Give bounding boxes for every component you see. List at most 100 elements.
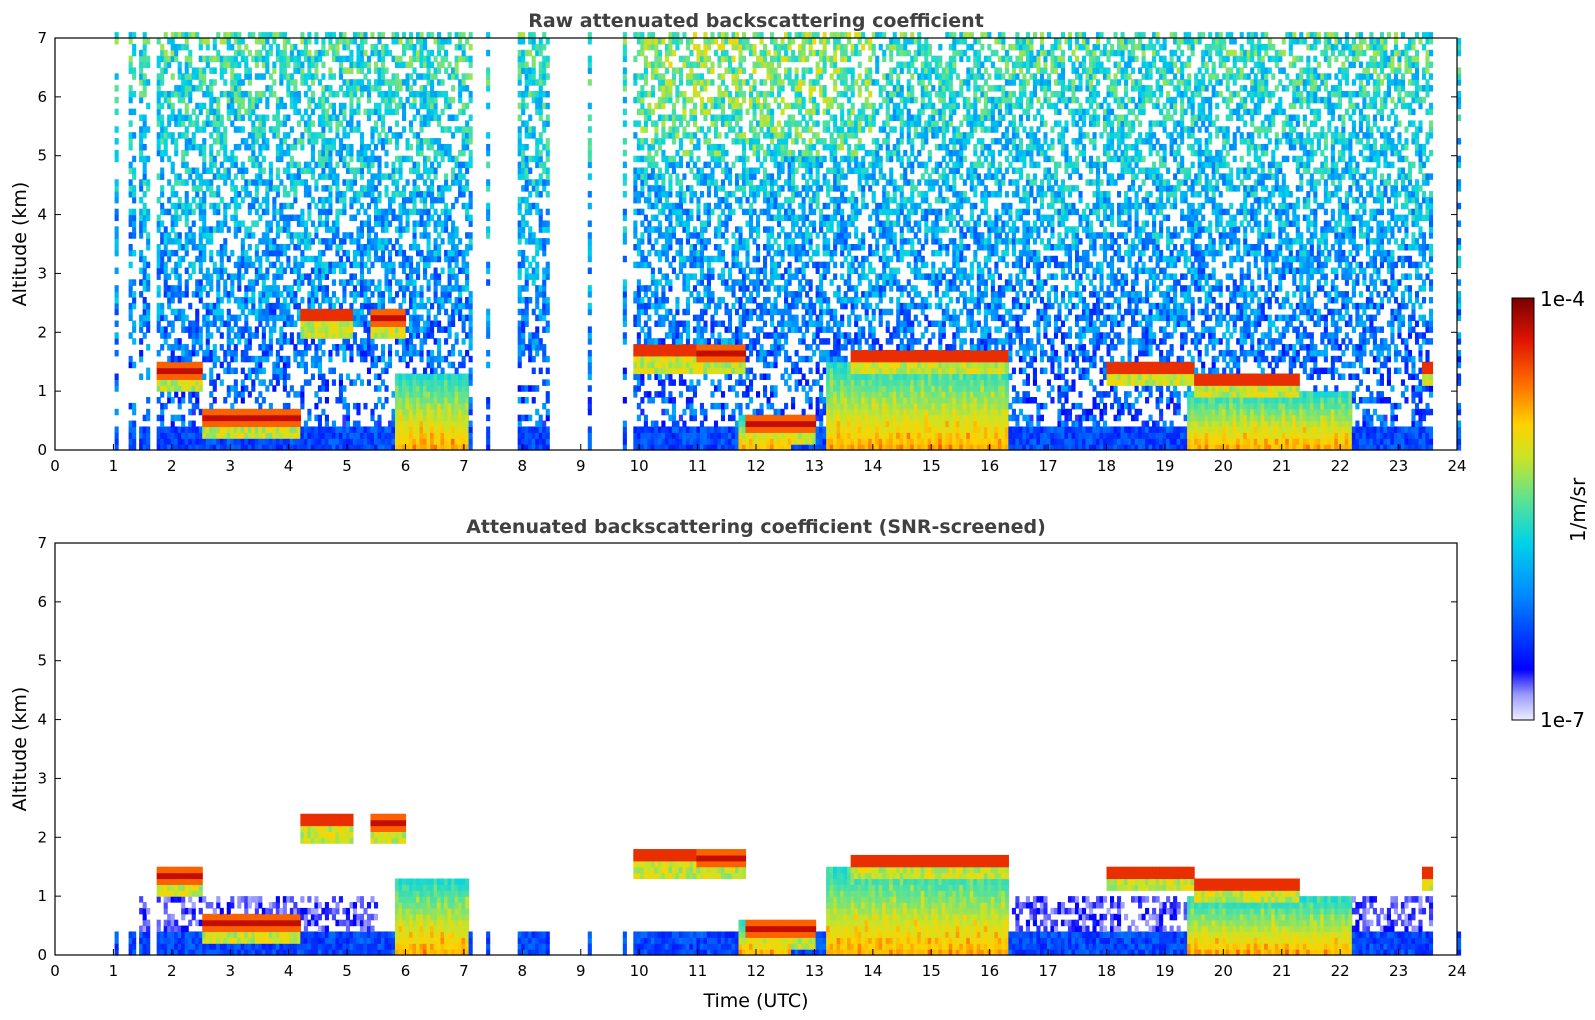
heatmap-cell bbox=[454, 444, 459, 451]
heatmap-cell bbox=[451, 302, 456, 310]
heatmap-cell bbox=[338, 302, 343, 310]
heatmap-cell bbox=[542, 426, 547, 433]
heatmap-cell bbox=[636, 291, 641, 298]
heatmap-cell bbox=[338, 244, 343, 251]
heatmap-cell bbox=[356, 349, 361, 357]
heatmap-cell bbox=[342, 32, 347, 39]
heatmap-cell bbox=[458, 32, 463, 39]
heatmap-cell bbox=[265, 238, 270, 245]
heatmap-cell bbox=[391, 308, 396, 316]
heatmap-cell bbox=[156, 361, 161, 369]
heatmap-cell bbox=[671, 367, 676, 375]
heatmap-cell bbox=[195, 391, 200, 398]
heatmap-cell bbox=[345, 55, 351, 63]
heatmap-cell bbox=[114, 191, 119, 198]
heatmap-cell bbox=[647, 355, 652, 363]
heatmap-cell bbox=[531, 43, 536, 51]
heatmap-cell bbox=[230, 120, 235, 127]
heatmap-cell bbox=[528, 79, 533, 86]
heatmap-cell bbox=[265, 67, 270, 74]
heatmap-cell bbox=[647, 238, 652, 245]
heatmap-cell bbox=[661, 444, 666, 451]
heatmap-cell bbox=[426, 143, 431, 151]
heatmap-cell bbox=[391, 96, 396, 104]
heatmap-cell bbox=[198, 344, 203, 351]
heatmap-cell bbox=[636, 296, 641, 304]
heatmap-cell bbox=[461, 302, 466, 310]
heatmap-cell bbox=[440, 61, 445, 69]
heatmap-cell bbox=[156, 143, 161, 151]
heatmap-cell bbox=[363, 285, 368, 292]
heatmap-cell bbox=[268, 179, 273, 186]
heatmap-cell bbox=[247, 179, 252, 186]
heatmap-cell bbox=[146, 79, 151, 86]
heatmap-cell bbox=[423, 273, 428, 280]
heatmap-cell bbox=[254, 267, 259, 275]
heatmap-cell bbox=[356, 43, 361, 51]
heatmap-cell bbox=[398, 444, 403, 451]
heatmap-cell bbox=[139, 138, 144, 145]
heatmap-cell bbox=[542, 308, 547, 316]
heatmap-cell bbox=[240, 326, 245, 333]
heatmap-cell bbox=[212, 385, 217, 392]
heatmap-cell bbox=[226, 367, 231, 375]
heatmap-cell bbox=[170, 349, 175, 357]
heatmap-cell bbox=[321, 238, 326, 245]
heatmap-cell bbox=[461, 108, 466, 116]
heatmap-cell bbox=[524, 397, 529, 404]
heatmap-cell bbox=[451, 373, 456, 380]
heatmap-cell bbox=[370, 126, 375, 133]
heatmap-cell bbox=[468, 238, 473, 245]
heatmap-cell bbox=[296, 302, 301, 310]
heatmap-cell bbox=[181, 420, 186, 428]
heatmap-cell bbox=[440, 43, 445, 51]
heatmap-cell bbox=[661, 314, 666, 322]
heatmap-cell bbox=[181, 179, 186, 186]
heatmap-cell bbox=[521, 255, 526, 263]
heatmap-cell bbox=[324, 397, 329, 404]
heatmap-cell bbox=[359, 267, 365, 275]
heatmap-cell bbox=[244, 426, 249, 433]
heatmap-cell bbox=[650, 361, 655, 369]
heatmap-cell bbox=[282, 132, 287, 139]
heatmap-cell bbox=[352, 191, 358, 198]
heatmap-cell bbox=[142, 49, 147, 57]
heatmap-cell bbox=[324, 291, 329, 298]
heatmap-cell bbox=[423, 161, 428, 169]
heatmap-cell bbox=[538, 438, 543, 445]
heatmap-cell bbox=[517, 79, 522, 86]
heatmap-cell bbox=[444, 296, 449, 304]
heatmap-cell bbox=[412, 185, 417, 192]
heatmap-cell bbox=[657, 267, 662, 275]
heatmap-cell bbox=[545, 55, 550, 63]
heatmap-cell bbox=[205, 61, 210, 69]
heatmap-cell bbox=[668, 285, 673, 292]
heatmap-cell bbox=[447, 402, 452, 410]
heatmap-cell bbox=[216, 49, 221, 57]
heatmap-cell bbox=[657, 391, 662, 398]
heatmap-cell bbox=[636, 32, 641, 39]
heatmap-cell bbox=[342, 438, 347, 445]
heatmap-cell bbox=[440, 438, 445, 445]
heatmap-cell bbox=[380, 120, 386, 127]
heatmap-cell bbox=[640, 238, 645, 245]
heatmap-cell bbox=[170, 308, 175, 316]
heatmap-cell bbox=[233, 379, 238, 386]
heatmap-cell bbox=[465, 179, 470, 186]
heatmap-cell bbox=[209, 332, 214, 339]
heatmap-cell bbox=[359, 249, 365, 257]
heatmap-cell bbox=[132, 232, 137, 239]
heatmap-cell bbox=[307, 138, 312, 145]
heatmap-cell bbox=[349, 61, 354, 69]
heatmap-cell bbox=[331, 444, 336, 451]
heatmap-cell bbox=[195, 314, 200, 322]
heatmap-cell bbox=[398, 391, 403, 398]
heatmap-cell bbox=[451, 285, 456, 292]
heatmap-cell bbox=[191, 238, 196, 245]
heatmap-cell bbox=[664, 214, 669, 222]
heatmap-cell bbox=[349, 49, 354, 57]
heatmap-cell bbox=[349, 149, 354, 157]
heatmap-cell bbox=[622, 108, 627, 116]
heatmap-cell bbox=[279, 67, 284, 74]
heatmap-cell bbox=[517, 267, 522, 275]
